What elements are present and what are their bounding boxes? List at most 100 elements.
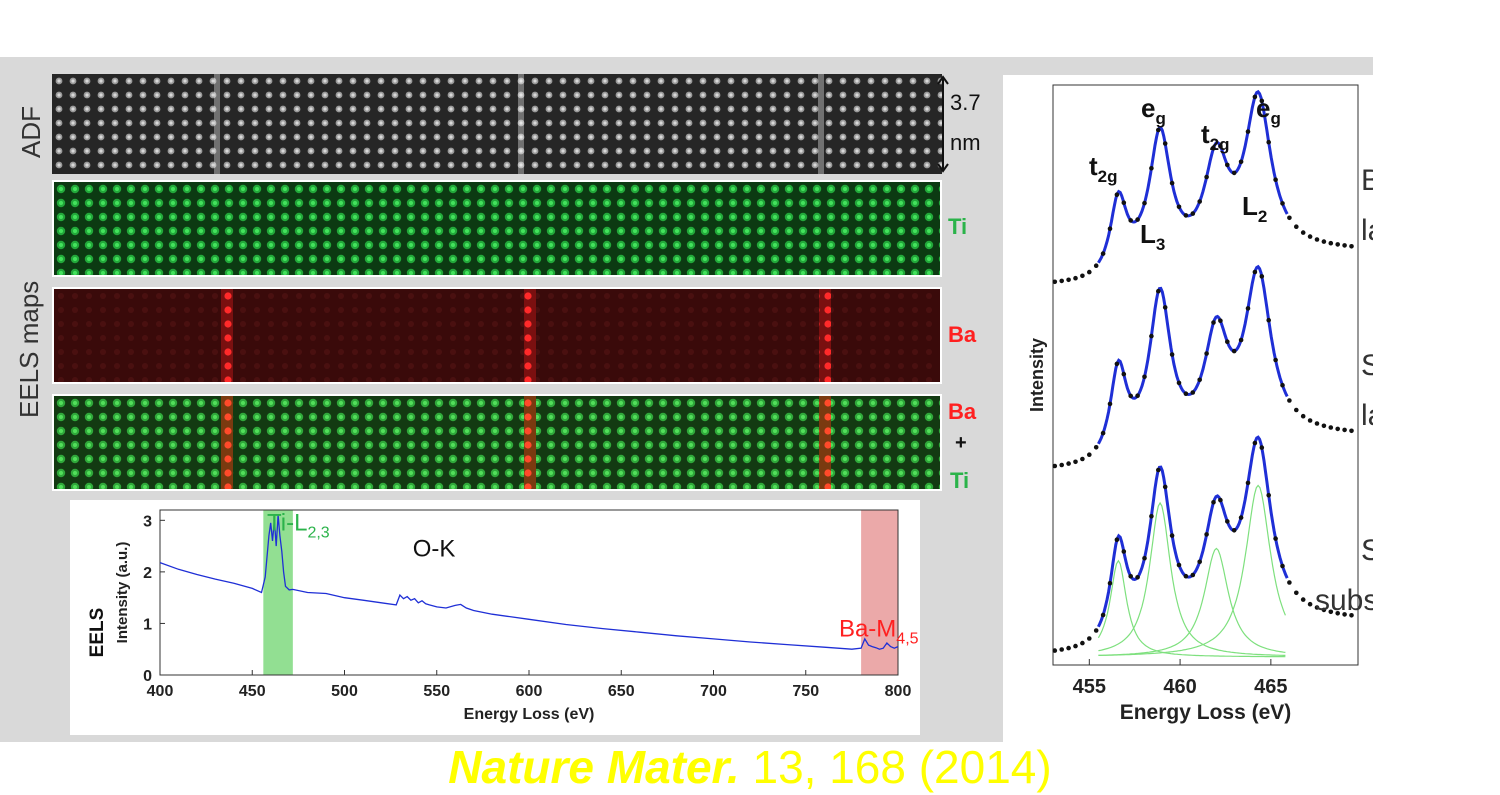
data-point-layer-2 [1300, 597, 1306, 602]
data-point-layer-1 [1121, 371, 1127, 377]
data-point-layer-0 [1093, 263, 1099, 268]
data-point-layer-2 [1321, 607, 1327, 613]
data-point-layer-2 [1259, 445, 1265, 450]
data-point-layer-1 [1135, 393, 1140, 399]
data-point-layer-0 [1273, 177, 1278, 182]
data-point-layer-0 [1087, 269, 1092, 275]
data-point-layer-1 [1052, 463, 1058, 469]
citation-journal: Nature Mater. [448, 741, 740, 793]
data-point-layer-0 [1142, 200, 1147, 206]
data-point-layer-0 [1211, 146, 1216, 151]
data-point-layer-0 [1280, 201, 1285, 206]
data-point-layer-1 [1211, 320, 1216, 325]
data-point-layer-2 [1087, 636, 1092, 641]
data-point-layer-0 [1231, 170, 1237, 176]
data-point-layer-0 [1059, 278, 1064, 284]
data-point-layer-1 [1218, 318, 1223, 323]
data-point-layer-2 [1314, 605, 1320, 610]
data-point-layer-1 [1176, 380, 1182, 386]
spectra-y-axis-label: Intensity [1027, 338, 1047, 412]
y-tick-label: 2 [143, 565, 152, 582]
data-point-layer-2 [1231, 528, 1237, 533]
data-point-layer-1 [1066, 461, 1071, 466]
data-point-layer-0 [1335, 242, 1340, 247]
data-point-layer-2 [1273, 536, 1278, 541]
annotation-0: Ti-L2,3 [267, 510, 330, 542]
data-point-layer-1 [1225, 339, 1230, 345]
data-point-layer-1 [1183, 391, 1189, 397]
data-point-layer-0 [1259, 98, 1265, 104]
data-point-layer-1 [1162, 305, 1168, 310]
y-tick-label: 1 [143, 616, 152, 633]
data-point-layer-1 [1204, 351, 1209, 356]
x-tick-label: 650 [608, 683, 635, 700]
data-point-layer-0 [1169, 180, 1175, 186]
data-point-layer-1 [1128, 393, 1133, 399]
data-point-layer-0 [1314, 237, 1320, 242]
data-point-layer-1 [1349, 428, 1354, 434]
data-point-layer-2 [1211, 500, 1216, 505]
eels-spectrum-chart: 400 450 500 550 600 650 700 750 800 0 1 2 3 Energy Lo… [70, 500, 920, 735]
scale-bar-arrow [937, 75, 949, 173]
data-point-layer-2 [1169, 533, 1175, 538]
data-point-layer-0 [1328, 240, 1334, 246]
data-point-layer-0 [1135, 217, 1140, 222]
data-point-layer-1 [1266, 317, 1271, 323]
x-tick-label: 800 [885, 683, 912, 700]
data-point-layer-2 [1176, 562, 1182, 568]
data-point-layer-0 [1225, 162, 1230, 168]
data-point-layer-1 [1100, 430, 1106, 436]
x-tick-label: 750 [792, 683, 819, 700]
data-point-layer-2 [1121, 549, 1127, 554]
spectra-x-tick-label: 455 [1073, 676, 1106, 698]
data-point-layer-1 [1190, 390, 1196, 395]
citation: Nature Mater. 13, 168 (2014) [0, 740, 1500, 794]
data-point-layer-2 [1335, 611, 1340, 616]
data-point-layer-2 [1238, 515, 1244, 520]
data-point-layer-1 [1107, 401, 1113, 407]
data-point-layer-1 [1294, 407, 1299, 413]
eels-maps-label: EELS maps [14, 280, 44, 418]
peak-label-2: t2g [1201, 119, 1230, 154]
peak-label-1: eg [1141, 93, 1166, 128]
data-point-layer-2 [1190, 572, 1196, 578]
ti-combo-label: Ti [950, 468, 970, 493]
data-point-layer-1 [1328, 425, 1334, 430]
data-point-layer-1 [1238, 337, 1244, 343]
peak-label-4: L3 [1140, 219, 1165, 254]
layer-name-sub-1: layer [1361, 399, 1373, 432]
data-point-layer-0 [1204, 174, 1209, 180]
data-point-layer-0 [1252, 94, 1258, 100]
scale-bar-value: 3.7 [950, 90, 981, 115]
data-point-layer-2 [1142, 555, 1147, 561]
data-point-layer-1 [1114, 361, 1120, 367]
fit-component-3 [1098, 484, 1286, 656]
data-point-layer-0 [1176, 204, 1182, 210]
data-point-layer-1 [1314, 421, 1320, 426]
data-point-layer-0 [1156, 127, 1161, 133]
y-axis-label: Intensity (a.u.) [114, 542, 131, 644]
data-point-layer-2 [1342, 612, 1347, 617]
data-point-layer-2 [1252, 440, 1258, 446]
data-point-layer-2 [1135, 575, 1140, 580]
layer-name-sub-2: substrate [1315, 584, 1373, 617]
data-point-layer-2 [1080, 640, 1085, 646]
data-point-layer-2 [1156, 467, 1161, 473]
spectra-x-tick-label: 460 [1163, 676, 1196, 698]
x-tick-label: 450 [239, 683, 266, 700]
data-point-layer-1 [1142, 374, 1147, 380]
data-point-layer-2 [1197, 559, 1202, 565]
data-point-layer-2 [1225, 519, 1230, 524]
data-point-layer-0 [1162, 141, 1168, 146]
data-point-layer-1 [1252, 269, 1258, 275]
x-tick-label: 600 [516, 683, 543, 700]
data-point-layer-2 [1349, 613, 1354, 618]
peak-label-0: t2g [1089, 151, 1118, 186]
spectra-x-axis-label: Energy Loss (eV) [1120, 701, 1292, 724]
data-point-layer-2 [1093, 628, 1099, 633]
data-point-layer-1 [1321, 423, 1327, 429]
data-point-layer-1 [1087, 452, 1092, 458]
data-point-layer-0 [1238, 159, 1244, 165]
plus-label: + [955, 432, 967, 454]
data-point-layer-1 [1197, 377, 1202, 383]
